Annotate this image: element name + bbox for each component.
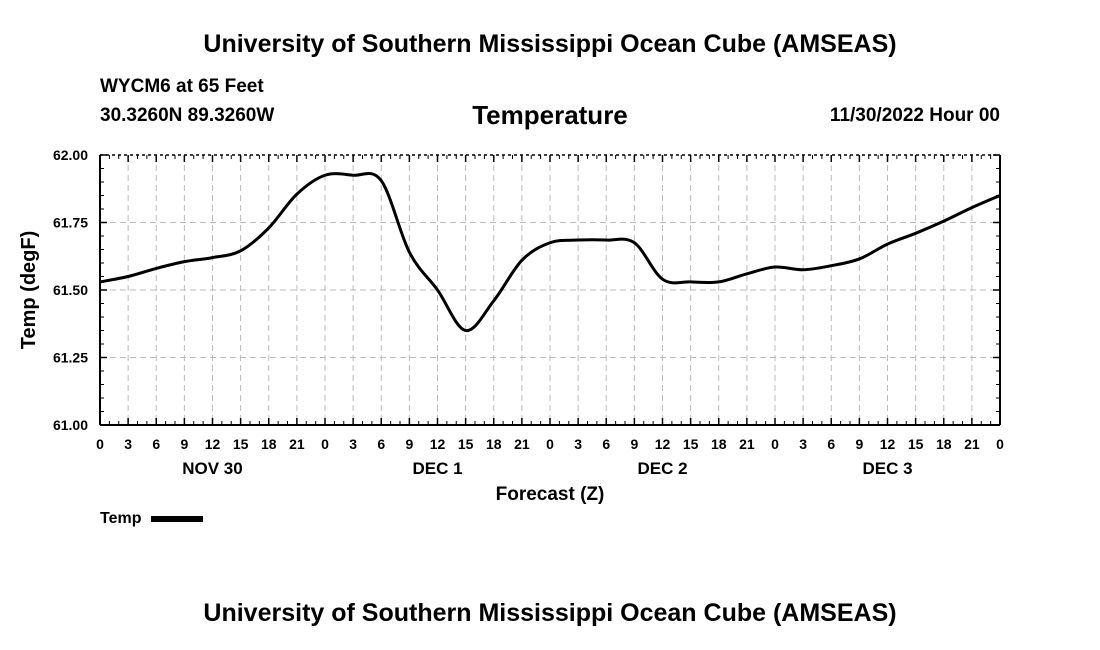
y-axis-title: Temp (degF) bbox=[18, 231, 40, 350]
x-tick-label: 0 bbox=[321, 436, 329, 452]
y-tick-label: 61.25 bbox=[53, 350, 88, 366]
x-tick-label: 9 bbox=[405, 436, 413, 452]
y-tick-label: 61.50 bbox=[53, 282, 88, 298]
station-label: WYCM6 at 65 Feet bbox=[100, 76, 264, 97]
legend-label: Temp bbox=[100, 510, 142, 527]
x-tick-label: 12 bbox=[655, 436, 671, 452]
y-tick-label: 61.75 bbox=[53, 215, 88, 231]
x-tick-label: 15 bbox=[233, 436, 249, 452]
y-tick-label: 62.00 bbox=[53, 147, 88, 163]
x-tick-label: 6 bbox=[377, 436, 385, 452]
station-coordinates: 30.3260N 89.3260W bbox=[100, 105, 275, 126]
x-tick-label: 6 bbox=[827, 436, 835, 452]
x-tick-label: 18 bbox=[261, 436, 277, 452]
temp-series-line bbox=[99, 171, 1001, 333]
x-tick-label: 15 bbox=[458, 436, 474, 452]
x-tick-label: 18 bbox=[936, 436, 952, 452]
forecast-datetime: 11/30/2022 Hour 00 bbox=[829, 105, 1000, 126]
x-tick-label: 0 bbox=[96, 436, 104, 452]
chart-legend: Temp bbox=[100, 510, 204, 528]
x-tick-label: 0 bbox=[546, 436, 554, 452]
x-day-label: DEC 3 bbox=[862, 459, 912, 478]
x-day-label: DEC 1 bbox=[412, 459, 462, 478]
variable-title: Temperature bbox=[472, 100, 628, 130]
x-tick-label: 15 bbox=[908, 436, 924, 452]
x-tick-label: 0 bbox=[771, 436, 779, 452]
x-tick-label: 3 bbox=[574, 436, 582, 452]
x-tick-label: 21 bbox=[514, 436, 530, 452]
x-tick-label: 6 bbox=[152, 436, 160, 452]
x-tick-label: 0 bbox=[996, 436, 1004, 452]
x-tick-label: 3 bbox=[124, 436, 132, 452]
x-tick-label: 12 bbox=[205, 436, 221, 452]
x-tick-label: 9 bbox=[180, 436, 188, 452]
x-day-label: NOV 30 bbox=[182, 459, 242, 478]
footer-title: University of Southern Mississippi Ocean… bbox=[203, 599, 897, 627]
x-tick-label: 3 bbox=[799, 436, 807, 452]
legend-line-swatch bbox=[151, 516, 204, 522]
x-tick-label: 6 bbox=[602, 436, 610, 452]
x-tick-label: 15 bbox=[683, 436, 699, 452]
chart-main-title: University of Southern Mississippi Ocean… bbox=[203, 30, 897, 58]
x-tick-label: 9 bbox=[855, 436, 863, 452]
x-tick-label: 12 bbox=[880, 436, 896, 452]
x-tick-label: 21 bbox=[739, 436, 755, 452]
x-tick-label: 9 bbox=[630, 436, 638, 452]
x-day-label: DEC 2 bbox=[637, 459, 687, 478]
x-tick-label: 3 bbox=[349, 436, 357, 452]
x-tick-label: 12 bbox=[430, 436, 446, 452]
y-tick-label: 61.00 bbox=[53, 417, 88, 433]
x-tick-label: 18 bbox=[486, 436, 502, 452]
x-tick-label: 21 bbox=[964, 436, 980, 452]
x-tick-label: 21 bbox=[289, 436, 305, 452]
x-axis-title: Forecast (Z) bbox=[496, 484, 605, 505]
x-tick-label: 18 bbox=[711, 436, 727, 452]
